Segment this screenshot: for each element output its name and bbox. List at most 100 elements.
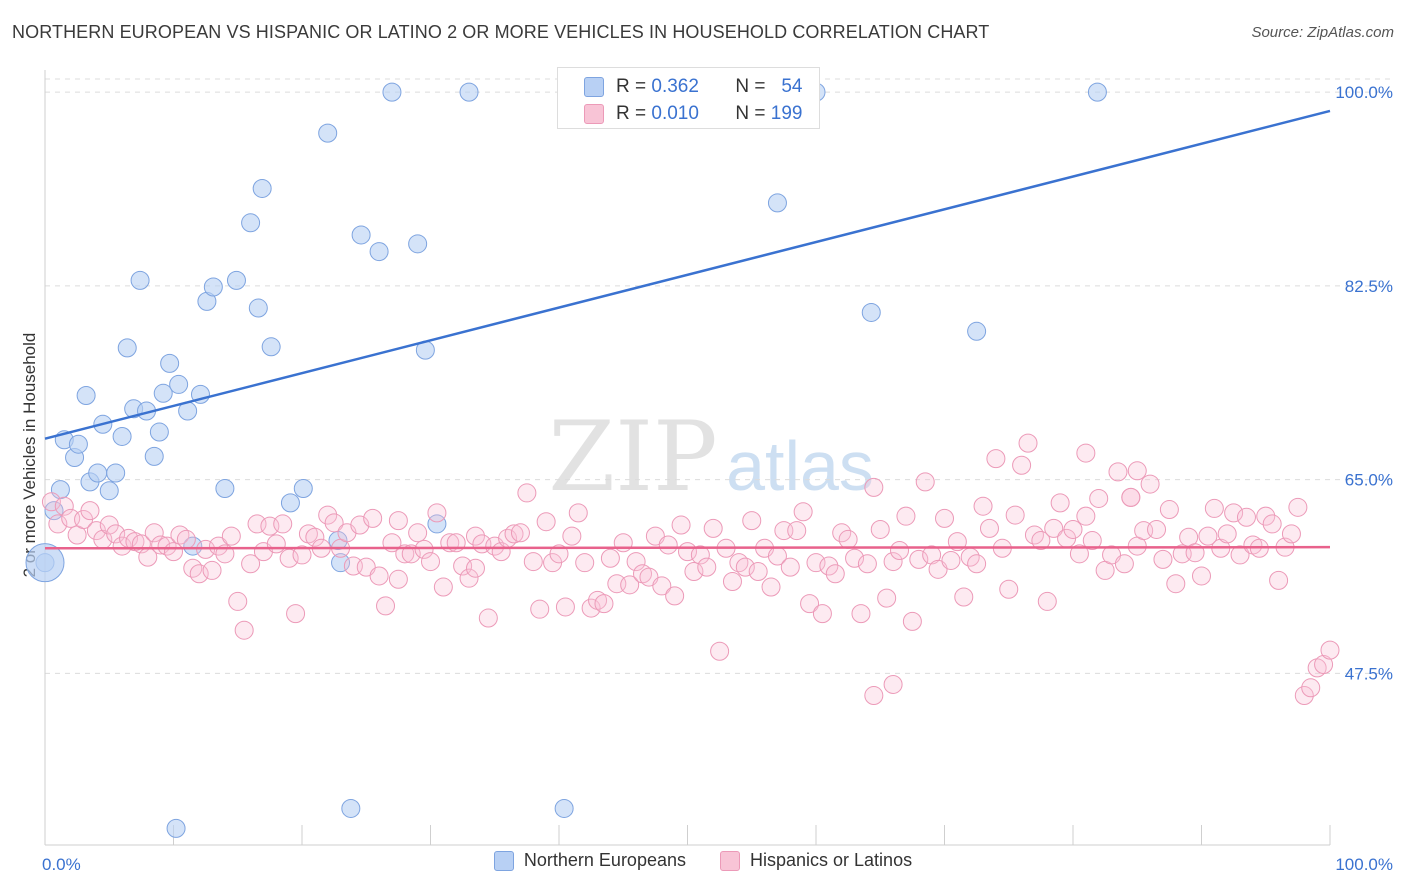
point-hispanic (1076, 506, 1096, 526)
point-hispanic (1069, 544, 1089, 564)
point-hispanic (363, 508, 383, 528)
point-hispanic (144, 523, 164, 543)
point-northern-european (1087, 82, 1107, 102)
point-hispanic (1269, 570, 1289, 590)
legend-swatch-blue (584, 77, 604, 97)
chart-title: NORTHERN EUROPEAN VS HISPANIC OR LATINO … (12, 22, 990, 42)
point-hispanic (973, 496, 993, 516)
point-hispanic (568, 503, 588, 523)
point-hispanic (909, 549, 929, 569)
point-hispanic (1018, 433, 1038, 453)
point-hispanic (562, 526, 582, 546)
point-hispanic (234, 620, 254, 640)
point-northern-european (408, 234, 428, 254)
point-northern-european (215, 479, 235, 498)
legend-swatch-pink (584, 104, 604, 124)
point-hispanic (825, 564, 845, 584)
point-hispanic (613, 533, 633, 553)
point-hispanic (504, 524, 524, 544)
point-northern-european (117, 338, 137, 358)
point-hispanic (1005, 505, 1025, 525)
point-hispanic (838, 529, 858, 549)
point-northern-european (144, 446, 164, 466)
point-hispanic (427, 503, 447, 523)
point-northern-european (169, 374, 189, 394)
point-hispanic (1127, 461, 1147, 481)
point-hispanic (1262, 514, 1282, 534)
point-northern-european (280, 493, 300, 513)
point-hispanic (395, 544, 415, 564)
point-hispanic (549, 544, 569, 564)
point-hispanic (690, 545, 710, 565)
series-legend: Northern Europeans Hispanics or Latinos (0, 850, 1406, 871)
axes (44, 70, 1331, 846)
point-hispanic (806, 553, 826, 573)
point-northern-european (130, 270, 150, 290)
point-hispanic (581, 598, 601, 618)
point-hispanic (915, 472, 935, 492)
point-hispanic (1147, 519, 1167, 539)
point-hispanic (697, 557, 717, 577)
point-hispanic (1236, 507, 1256, 527)
legend-row-hispanics: R = 0.010 N = 199 (584, 100, 802, 128)
point-hispanic (600, 548, 620, 568)
point-hispanic (408, 523, 428, 543)
tick-labels: 47.5% 65.0% 82.5% 100.0% 0.0% 100.0% (42, 83, 1393, 874)
point-hispanic (421, 552, 440, 572)
point-hispanic (877, 588, 897, 608)
legend-item-northern-europeans: Northern Europeans (493, 850, 686, 871)
point-northern-european (68, 434, 88, 454)
point-northern-european (226, 270, 246, 290)
point-hispanic (748, 562, 768, 582)
point-northern-european-large (25, 543, 65, 583)
point-northern-european (166, 818, 186, 838)
legend-label: Northern Europeans (523, 850, 686, 870)
point-northern-european (149, 422, 169, 442)
r-value: 0.010 (651, 103, 699, 124)
gridlines (45, 78, 1395, 674)
point-northern-european (153, 383, 173, 403)
point-hispanic (986, 449, 1006, 469)
n-value: 54 (781, 76, 803, 97)
point-hispanic (1198, 526, 1218, 546)
point-northern-european (369, 242, 389, 262)
point-hispanic (761, 577, 781, 597)
y-tick-label: 65.0% (1345, 471, 1393, 490)
point-hispanic (1314, 655, 1334, 675)
point-hispanic (208, 536, 228, 556)
point-hispanic (1089, 488, 1109, 508)
correlation-legend: R = 0.362 N = 54 R = 0.010 N = 199 (557, 67, 820, 129)
point-hispanic (857, 554, 877, 574)
point-hispanic (1114, 554, 1134, 574)
point-hispanic (41, 492, 61, 512)
point-northern-european (382, 82, 402, 102)
point-hispanic (292, 545, 312, 565)
point-hispanic (157, 536, 177, 556)
point-hispanic (1256, 506, 1276, 526)
point-northern-european (967, 321, 987, 341)
n-label: N = (735, 76, 766, 97)
point-hispanic (1063, 519, 1083, 539)
point-northern-european (351, 225, 371, 245)
r-label: R = (616, 76, 647, 97)
point-northern-european (241, 213, 261, 233)
point-hispanic (1108, 462, 1128, 482)
point-hispanic (1294, 686, 1314, 706)
point-hispanic (106, 524, 126, 544)
legend-swatch-pink (720, 850, 740, 871)
r-value: 0.362 (651, 76, 699, 97)
series-northern-europeans (25, 82, 1107, 838)
point-hispanic (851, 604, 871, 624)
point-hispanic (54, 496, 74, 516)
point-northern-european (99, 481, 119, 501)
point-hispanic (896, 506, 916, 526)
source-label: Source: ZipAtlas.com (1251, 24, 1394, 41)
point-hispanic (414, 539, 434, 559)
trend-lines (44, 109, 1331, 550)
x-tick-label: 0.0% (42, 855, 81, 874)
point-northern-european (331, 553, 351, 573)
point-hispanic (665, 586, 685, 606)
r-label: R = (616, 103, 647, 124)
point-hispanic (999, 579, 1019, 599)
